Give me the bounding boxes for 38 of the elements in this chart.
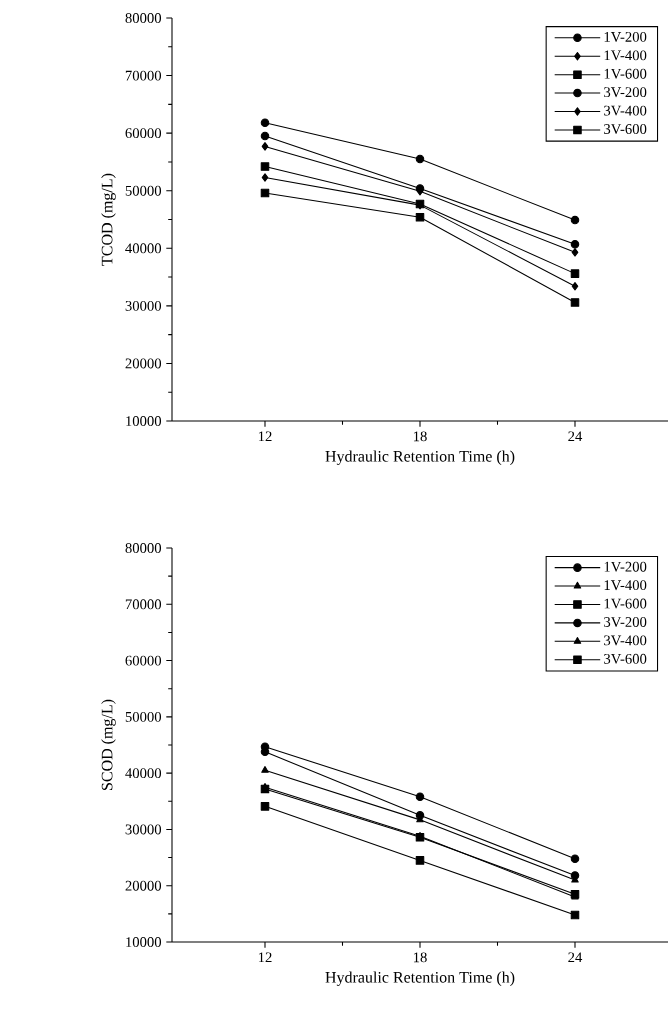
y-tick-label: 60000: [125, 128, 162, 139]
y-tick-label: 10000: [126, 937, 162, 947]
legend-label: 1V-200: [604, 561, 647, 572]
x-tick-label: 18: [413, 431, 427, 442]
legend-label: 3V-400: [604, 635, 647, 646]
y-tick-label: 30000: [125, 300, 162, 311]
x-tick-label: 12: [258, 952, 272, 963]
legend-label: 3V-600: [604, 124, 647, 135]
legend-label: 1V-600: [604, 598, 647, 609]
y-tick-label: 20000: [125, 358, 162, 369]
legend-label: 1V-200: [604, 31, 647, 42]
x-tick-label: 24: [568, 431, 583, 442]
x-axis-title: Hydraulic Retention Time (h): [325, 450, 515, 466]
y-axis-title: SCOD (mg/L): [101, 699, 116, 790]
x-tick-label: 24: [568, 952, 583, 963]
y-tick-label: 20000: [125, 880, 162, 891]
y-tick-label: 50000: [125, 711, 162, 722]
y-tick-label: 70000: [125, 599, 162, 610]
x-tick-label: 12: [258, 431, 272, 442]
y-tick-label: 30000: [125, 824, 162, 835]
y-tick-label: 40000: [125, 768, 162, 779]
y-tick-label: 60000: [125, 655, 162, 666]
y-tick-label: 70000: [125, 70, 162, 81]
y-tick-label: 10000: [126, 416, 162, 426]
x-tick-label: 18: [413, 952, 427, 963]
x-axis-title: Hydraulic Retention Time (h): [325, 971, 515, 987]
legend-label: 3V-600: [604, 653, 647, 664]
y-tick-label: 40000: [125, 243, 162, 254]
legend-label: 1V-400: [604, 580, 647, 591]
legend-label: 3V-200: [604, 87, 647, 98]
legend-label: 3V-200: [604, 617, 647, 628]
legend-label: 1V-400: [604, 50, 647, 61]
y-tick-label: 80000: [125, 543, 162, 553]
y-axis-title: TCOD (mg/L): [101, 173, 116, 266]
y-tick-label: 80000: [125, 13, 162, 23]
y-tick-label: 50000: [125, 185, 162, 196]
legend-label: 3V-400: [604, 105, 647, 116]
legend-label: 1V-600: [604, 68, 647, 79]
